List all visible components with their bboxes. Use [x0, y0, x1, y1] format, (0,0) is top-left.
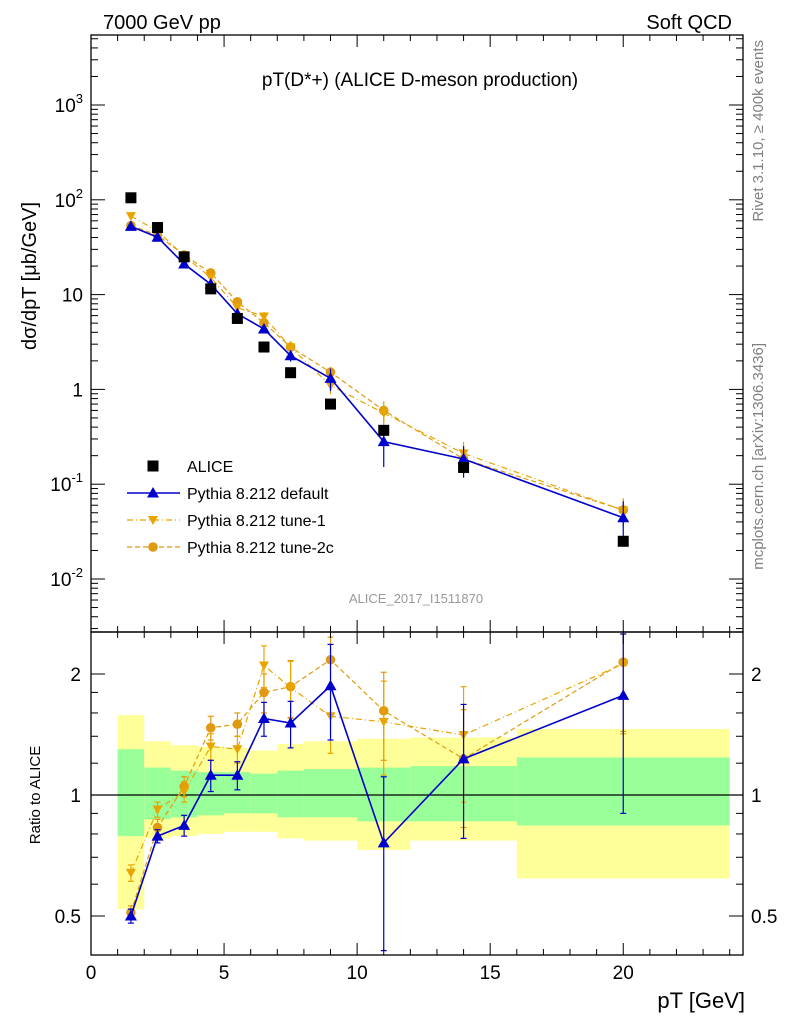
ratio-tick-label-left: 2 [70, 665, 81, 686]
axis-ticks: 0 5 10 15 20 10-2 10-1 1 10 102 103 0.5 0.5 1 1 2 2 [50, 35, 777, 984]
alice-data-point [178, 251, 190, 263]
ratio-point [232, 719, 243, 730]
ratio-point [258, 661, 269, 671]
y-tick-label: 1 [72, 380, 83, 401]
legend-label: Pythia 8.212 tune-1 [187, 513, 326, 530]
legend-marker [148, 516, 158, 525]
ratio-point [204, 769, 217, 780]
ratio-point [205, 742, 216, 752]
svg-text:dσ/dpT [μb/GeV]: dσ/dpT [μb/GeV] [19, 202, 41, 350]
ratio-point [284, 717, 297, 728]
ratio-point [152, 805, 163, 815]
ratio-point [378, 717, 389, 727]
band-inner [277, 770, 304, 818]
legend-marker [148, 542, 158, 552]
ratio-point [617, 689, 630, 700]
y-tick-label: 10 [62, 286, 83, 307]
x-tick-label: 10 [347, 963, 368, 984]
main-point [324, 372, 337, 383]
y-tick-label: 103 [55, 91, 83, 117]
alice-data-point [325, 398, 337, 410]
ratio-point [178, 819, 191, 830]
alice-data-point [458, 462, 470, 474]
ratio-panel-series [124, 633, 630, 952]
alice-data-point [205, 283, 217, 295]
ratio-tick-label-right: 0.5 [751, 907, 777, 928]
legend-label: Pythia 8.212 tune-2c [187, 540, 334, 557]
alice-data-point [617, 535, 629, 547]
ratio-point [257, 712, 270, 723]
ratio-line-1 [130, 663, 624, 874]
x-tick-label: 20 [613, 963, 634, 984]
ratio-y-axis-label: Ratio to ALICE [27, 746, 44, 844]
ratio-point [151, 830, 164, 841]
y-axis-label: dσ/dpT [μb/GeV] [19, 202, 41, 350]
ratio-point [259, 687, 269, 698]
main-point [284, 349, 297, 361]
legend: ALICE Pythia 8.212 default Pythia 8.212 tu… [127, 459, 334, 557]
legend-marker [147, 460, 159, 472]
alice-data-point [285, 367, 297, 379]
ratio-tick-label-right: 2 [751, 665, 762, 686]
main-point [259, 318, 269, 328]
ratio-panel-frame [90, 631, 744, 956]
ratio-point [124, 910, 137, 921]
panel-frames [90, 34, 744, 956]
main-point [125, 212, 136, 222]
alice-data-point [378, 424, 390, 436]
header-left: 7000 GeV pp [103, 12, 221, 34]
x-tick-label: 5 [219, 963, 230, 984]
main-point [258, 312, 269, 322]
alice-data-point [125, 192, 137, 204]
main-panel-series [124, 192, 630, 547]
legend-label: ALICE [187, 459, 233, 476]
ratio-point [377, 836, 390, 848]
band-inner [250, 773, 278, 814]
analysis-watermark: ALICE_2017_I1511870 [349, 591, 483, 606]
ratio-point [179, 787, 190, 797]
ratio-point [205, 722, 216, 733]
mcplots-label: mcplots.cern.ch [arXiv:1306.3436] [750, 343, 767, 570]
main-point [377, 435, 390, 447]
x-axis-label: pT [GeV] [657, 988, 745, 1013]
alice-data-point [152, 222, 164, 234]
ratio-point [324, 679, 337, 691]
main-point [178, 258, 191, 269]
legend-label: Pythia 8.212 default [187, 486, 329, 503]
alice-data-point [258, 341, 270, 353]
ratio-point [232, 745, 243, 755]
ratio-point [457, 752, 470, 764]
plot-title: pT(D*+) (ALICE D-meson production) [262, 70, 578, 91]
header-right: Soft QCD [646, 12, 732, 34]
x-tick-label: 0 [86, 963, 97, 984]
main-point [205, 273, 216, 283]
main-point [151, 231, 164, 242]
alice-data-point [231, 312, 243, 324]
main-point [124, 220, 137, 231]
ratio-tick-label-right: 1 [751, 786, 762, 807]
y-tick-label: 10-2 [50, 565, 83, 591]
main-point [457, 452, 470, 464]
ratio-tick-label-left: 1 [70, 786, 81, 807]
main-point [378, 409, 389, 419]
legend-marker [147, 487, 159, 498]
ratio-tick-label-left: 0.5 [55, 907, 81, 928]
ratio-point [231, 769, 244, 780]
main-point [285, 343, 296, 353]
rivet-label: Rivet 3.1.10, ≥ 400k events [750, 40, 767, 222]
ratio-point [125, 868, 136, 878]
y-tick-label: 102 [55, 186, 83, 212]
ratio-uncertainty-bands [91, 715, 743, 910]
y-tick-label: 10-1 [50, 470, 83, 496]
main-point [257, 322, 270, 334]
band-inner [117, 749, 145, 837]
band-inner [303, 769, 358, 818]
ratio-point [285, 683, 296, 693]
x-tick-label: 15 [480, 963, 501, 984]
main-point [617, 511, 630, 523]
